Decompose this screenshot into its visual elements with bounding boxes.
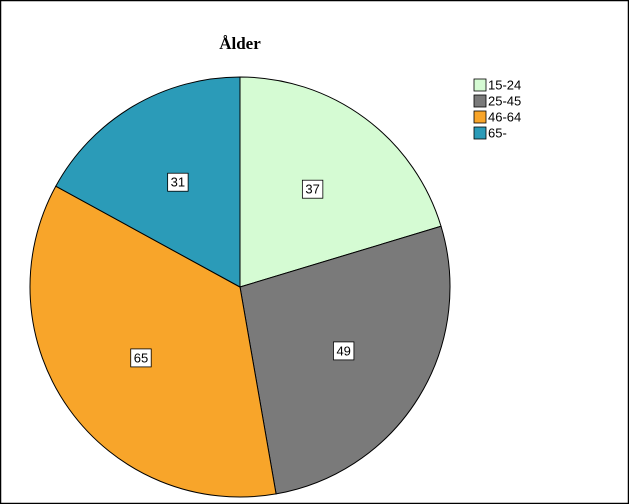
legend-label: 65- (488, 125, 507, 140)
value-label-box (333, 341, 355, 361)
legend-swatch (473, 78, 487, 92)
legend-swatch (473, 94, 487, 108)
value-label: 31 (171, 175, 185, 190)
chart-title: Ålder (219, 34, 261, 53)
pie-slice (55, 76, 241, 288)
value-label-box (130, 348, 152, 368)
value-label-box (167, 172, 189, 192)
value-label: 65 (134, 350, 148, 365)
legend-label: 15-24 (488, 77, 521, 92)
legend-label: 46-64 (488, 109, 521, 124)
legend-label: 25-45 (488, 93, 521, 108)
value-label: 49 (336, 343, 350, 358)
value-label-box (301, 179, 324, 199)
pie-slice (239, 76, 442, 288)
legend-swatch (473, 126, 487, 140)
pie-slice (29, 185, 277, 498)
legend-swatch (473, 110, 487, 124)
value-label: 37 (305, 182, 319, 197)
